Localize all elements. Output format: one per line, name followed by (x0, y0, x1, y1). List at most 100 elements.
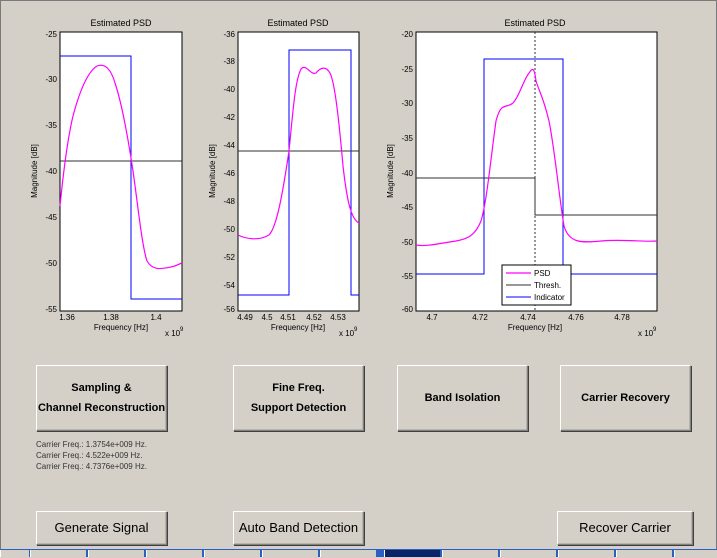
x-exponent-label: x 10 (339, 329, 355, 338)
y-tick-label: -50 (223, 225, 235, 234)
x-tick-label: 4.5 (261, 313, 273, 322)
taskbar-item[interactable] (88, 550, 144, 557)
y-tick-label: -52 (223, 253, 235, 262)
indicator-line (238, 49, 359, 296)
taskbar (0, 549, 717, 557)
taskbar-item[interactable] (0, 550, 29, 557)
y-tick-label: -46 (223, 169, 235, 178)
taskbar-item[interactable] (146, 550, 202, 557)
x-axis-label: Frequency [Hz] (271, 323, 325, 332)
legend-thresh-label: Thresh. (534, 281, 561, 290)
legend-psd-label: PSD (534, 269, 551, 278)
y-tick-label: -20 (401, 30, 413, 39)
x-tick-label: 4.53 (330, 313, 346, 322)
psd-curve (237, 66, 360, 240)
plot-title: Estimated PSD (90, 18, 152, 28)
y-tick-label: -40 (45, 167, 57, 176)
band-isolation-button[interactable]: Band Isolation (397, 365, 528, 431)
carrier-freq-2: Carrier Freq.: 4.522e+009 Hz. (36, 451, 143, 460)
y-axis-label: Magnitude [dB] (30, 144, 39, 198)
y-tick-label: -50 (401, 238, 413, 247)
legend-indicator-label: Indicator (534, 293, 565, 302)
psd-curve (59, 64, 183, 270)
x-tick-label: 4.49 (237, 313, 253, 322)
x-tick-label: 4.74 (520, 313, 536, 322)
button-label: Recover Carrier (579, 520, 671, 535)
x-exponent-label: x 10 (638, 329, 654, 338)
taskbar-item-active[interactable] (384, 550, 440, 557)
x-exponent-label: x 10 (165, 329, 181, 338)
button-label: Generate Signal (54, 520, 149, 535)
plot-title: Estimated PSD (504, 18, 566, 28)
y-tick-label: -44 (223, 141, 235, 150)
x-tick-label: 1.4 (150, 313, 162, 322)
y-tick-label: -30 (401, 99, 413, 108)
carrier-recovery-button[interactable]: Carrier Recovery (560, 365, 691, 431)
y-axis-label: Magnitude [dB] (386, 144, 395, 198)
fine-freq-support-button[interactable]: Fine Freq. Support Detection (233, 365, 364, 431)
y-tick-label: -40 (401, 169, 413, 178)
y-tick-label: -50 (45, 259, 57, 268)
auto-band-detection-button[interactable]: Auto Band Detection (233, 511, 364, 545)
y-tick-label: -48 (223, 197, 235, 206)
taskbar-item[interactable] (442, 550, 498, 557)
x-tick-label: 4.78 (614, 313, 630, 322)
x-axis-label: Frequency [Hz] (94, 323, 148, 332)
x-exponent-power: 9 (180, 327, 184, 333)
x-exponent-power: 9 (653, 327, 657, 333)
x-exponent-power: 9 (354, 327, 358, 333)
x-tick-label: 1.36 (59, 313, 75, 322)
taskbar-item[interactable] (30, 550, 86, 557)
plot-legend: PSD Thresh. Indicator (501, 264, 572, 306)
y-tick-label: -45 (45, 213, 57, 222)
y-tick-label: -42 (223, 113, 235, 122)
psd-curve (415, 68, 658, 247)
y-tick-label: -25 (45, 30, 57, 39)
plot-axes (237, 31, 360, 312)
taskbar-item[interactable] (558, 550, 614, 557)
taskbar-item[interactable] (204, 550, 260, 557)
taskbar-item[interactable] (500, 550, 556, 557)
y-tick-label: -30 (45, 75, 57, 84)
button-label: Band Isolation (424, 392, 501, 404)
button-label: Carrier Recovery (581, 392, 670, 404)
plot-title: Estimated PSD (267, 18, 329, 28)
indicator-line (416, 58, 657, 275)
button-label: Auto Band Detection (238, 520, 359, 535)
carrier-freq-1: Carrier Freq.: 1.3754e+009 Hz. (36, 440, 147, 449)
y-tick-label: -35 (45, 121, 57, 130)
carrier-info: Carrier Freq.: 1.3754e+009 Hz. Carrier F… (36, 439, 147, 472)
x-tick-label: 4.51 (280, 313, 296, 322)
taskbar-item[interactable] (320, 550, 376, 557)
y-tick-label: -54 (223, 281, 235, 290)
x-tick-label: 1.38 (103, 313, 119, 322)
x-tick-label: 4.72 (472, 313, 488, 322)
button-label-line1: Fine Freq. (272, 382, 325, 394)
carrier-freq-3: Carrier Freq.: 4.7376e+009 Hz. (36, 462, 147, 471)
y-tick-label: -38 (223, 57, 235, 66)
x-axis-label: Frequency [Hz] (508, 323, 562, 332)
x-tick-label: 4.52 (306, 313, 322, 322)
taskbar-item[interactable] (674, 550, 717, 557)
y-tick-label: -55 (45, 305, 57, 314)
y-tick-label: -36 (223, 30, 235, 39)
x-tick-label: 4.76 (568, 313, 584, 322)
y-tick-label: -45 (401, 203, 413, 212)
y-tick-label: -35 (401, 134, 413, 143)
x-tick-label: 4.7 (426, 313, 438, 322)
sampling-reconstruction-button[interactable]: Sampling & Channel Reconstruction (36, 365, 167, 431)
y-axis-label: Magnitude [dB] (208, 144, 217, 198)
taskbar-item[interactable] (262, 550, 318, 557)
plot-axes (59, 31, 183, 312)
button-label-line2: Channel Reconstruction (37, 402, 166, 414)
indicator-line (60, 55, 182, 300)
y-tick-label: -55 (401, 272, 413, 281)
y-tick-label: -25 (401, 65, 413, 74)
taskbar-item[interactable] (616, 550, 672, 557)
y-tick-label: -56 (223, 305, 235, 314)
generate-signal-button[interactable]: Generate Signal (36, 511, 167, 545)
recover-carrier-button[interactable]: Recover Carrier (557, 511, 693, 545)
